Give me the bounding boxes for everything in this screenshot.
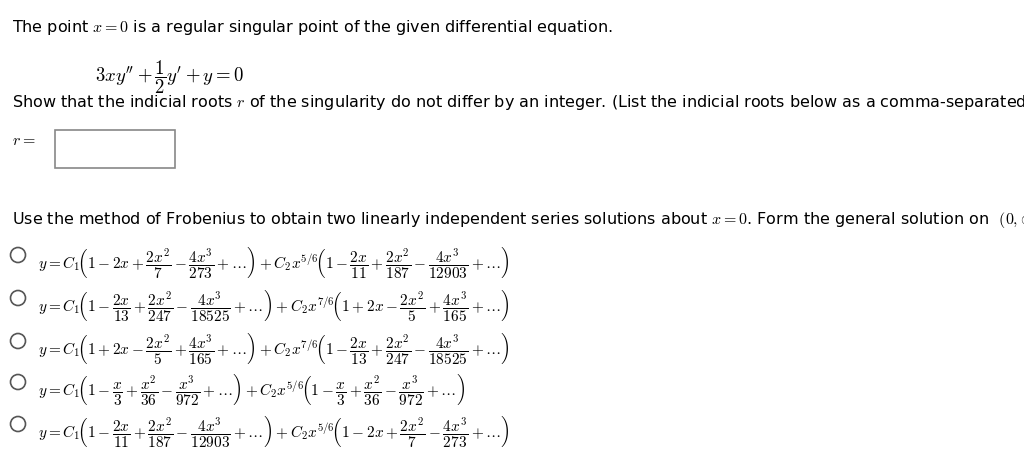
Text: $y = C_1\!\left(1 - \dfrac{x}{3} + \dfrac{x^2}{36} - \dfrac{x^3}{972} + \ldots\r: $y = C_1\!\left(1 - \dfrac{x}{3} + \dfra… (38, 372, 465, 407)
Circle shape (10, 247, 26, 262)
Circle shape (10, 333, 26, 349)
Text: $r =$: $r =$ (12, 133, 36, 148)
Text: $y = C_1\!\left(1 - 2x + \dfrac{2x^2}{7} - \dfrac{4x^3}{273} + \ldots\right) + C: $y = C_1\!\left(1 - 2x + \dfrac{2x^2}{7}… (38, 245, 510, 280)
Text: Show that the indicial roots $r$ of the singularity do not differ by an integer.: Show that the indicial roots $r$ of the … (12, 93, 1024, 112)
Text: $y = C_1\!\left(1 - \dfrac{2x}{11} + \dfrac{2x^2}{187} - \dfrac{4x^3}{12903} + \: $y = C_1\!\left(1 - \dfrac{2x}{11} + \df… (38, 414, 510, 449)
Text: $y = C_1\!\left(1 - \dfrac{2x}{13} + \dfrac{2x^2}{247} - \dfrac{4x^3}{18525} + \: $y = C_1\!\left(1 - \dfrac{2x}{13} + \df… (38, 288, 510, 323)
Text: The point $x = 0$ is a regular singular point of the given differential equation: The point $x = 0$ is a regular singular … (12, 18, 612, 37)
Circle shape (10, 290, 26, 305)
Circle shape (10, 375, 26, 389)
Text: $3xy'' + \dfrac{1}{2}y' + y = 0$: $3xy'' + \dfrac{1}{2}y' + y = 0$ (95, 58, 244, 96)
Text: Use the method of Frobenius to obtain two linearly independent series solutions : Use the method of Frobenius to obtain tw… (12, 210, 1024, 230)
Circle shape (10, 416, 26, 431)
Text: $y = C_1\!\left(1 + 2x - \dfrac{2x^2}{5} + \dfrac{4x^3}{165} + \ldots\right) + C: $y = C_1\!\left(1 + 2x - \dfrac{2x^2}{5}… (38, 331, 510, 366)
FancyBboxPatch shape (55, 130, 175, 168)
